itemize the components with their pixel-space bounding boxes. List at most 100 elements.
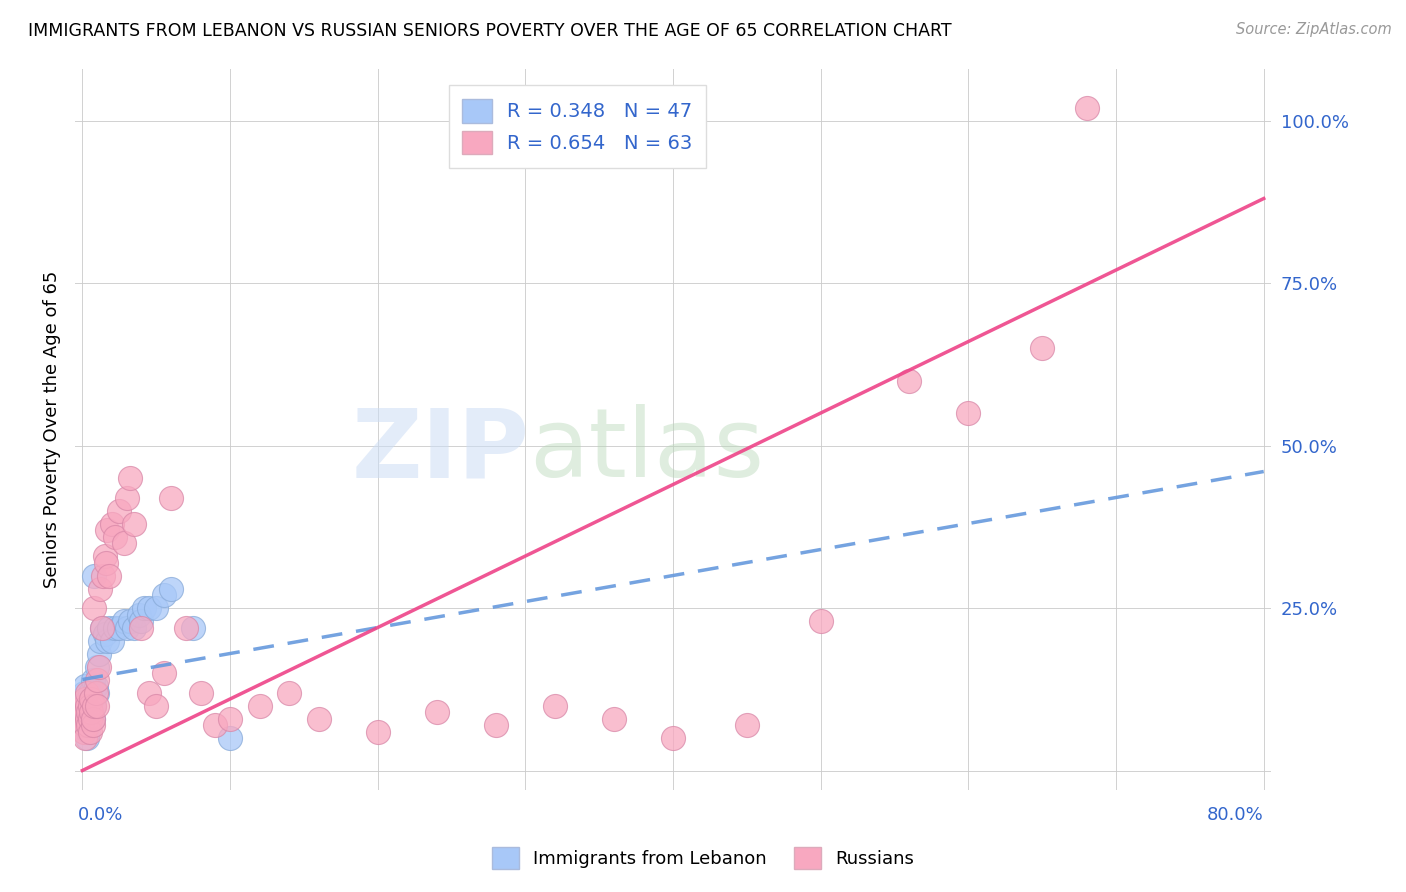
Point	[145, 601, 167, 615]
Point	[219, 731, 242, 745]
Point	[181, 620, 204, 634]
Point	[160, 582, 183, 596]
Point	[308, 712, 330, 726]
Point	[1031, 341, 1053, 355]
Point	[86, 698, 108, 713]
Point	[131, 614, 153, 628]
Point	[76, 712, 98, 726]
Point	[160, 491, 183, 505]
Point	[79, 724, 101, 739]
Point	[87, 647, 110, 661]
Point	[77, 724, 100, 739]
Point	[128, 607, 150, 622]
Point	[89, 633, 111, 648]
Point	[190, 685, 212, 699]
Point	[79, 698, 101, 713]
Point	[80, 705, 103, 719]
Point	[810, 614, 832, 628]
Text: 80.0%: 80.0%	[1206, 806, 1264, 824]
Point	[90, 620, 112, 634]
Text: ZIP: ZIP	[352, 404, 530, 498]
Point	[426, 705, 449, 719]
Point	[75, 705, 97, 719]
Point	[112, 614, 135, 628]
Text: atlas: atlas	[530, 404, 765, 498]
Point	[96, 523, 118, 537]
Point	[1076, 101, 1098, 115]
Point	[75, 679, 97, 693]
Point	[82, 712, 104, 726]
Point	[82, 712, 104, 726]
Point	[544, 698, 567, 713]
Point	[80, 692, 103, 706]
Legend: R = 0.348   N = 47, R = 0.654   N = 63: R = 0.348 N = 47, R = 0.654 N = 63	[449, 86, 706, 168]
Point	[735, 718, 758, 732]
Point	[75, 692, 97, 706]
Point	[80, 692, 103, 706]
Point	[79, 712, 101, 726]
Point	[219, 712, 242, 726]
Point	[367, 724, 389, 739]
Point	[94, 556, 117, 570]
Point	[93, 627, 115, 641]
Point	[79, 698, 101, 713]
Point	[485, 718, 508, 732]
Point	[104, 529, 127, 543]
Point	[112, 536, 135, 550]
Point	[73, 712, 96, 726]
Point	[77, 705, 100, 719]
Point	[662, 731, 685, 745]
Text: IMMIGRANTS FROM LEBANON VS RUSSIAN SENIORS POVERTY OVER THE AGE OF 65 CORRELATIO: IMMIGRANTS FROM LEBANON VS RUSSIAN SENIO…	[28, 22, 952, 40]
Point	[77, 705, 100, 719]
Point	[204, 718, 226, 732]
Point	[86, 685, 108, 699]
Point	[75, 718, 97, 732]
Text: 0.0%: 0.0%	[77, 806, 124, 824]
Point	[122, 620, 145, 634]
Point	[152, 588, 174, 602]
Point	[152, 665, 174, 680]
Point	[75, 731, 97, 745]
Point	[145, 698, 167, 713]
Point	[86, 673, 108, 687]
Point	[77, 718, 100, 732]
Point	[96, 633, 118, 648]
Point	[108, 620, 131, 634]
Point	[76, 685, 98, 699]
Point	[83, 601, 105, 615]
Point	[89, 582, 111, 596]
Point	[134, 601, 156, 615]
Point	[76, 712, 98, 726]
Point	[76, 731, 98, 745]
Point	[82, 673, 104, 687]
Point	[83, 698, 105, 713]
Point	[76, 698, 98, 713]
Point	[118, 614, 141, 628]
Point	[138, 601, 160, 615]
Point	[75, 705, 97, 719]
Point	[84, 685, 107, 699]
Point	[115, 491, 138, 505]
Point	[278, 685, 301, 699]
Point	[75, 718, 97, 732]
Point	[898, 374, 921, 388]
Point	[108, 503, 131, 517]
Point	[118, 471, 141, 485]
Point	[73, 724, 96, 739]
Point	[90, 620, 112, 634]
Text: Source: ZipAtlas.com: Source: ZipAtlas.com	[1236, 22, 1392, 37]
Point	[101, 516, 124, 531]
Point	[104, 620, 127, 634]
Point	[77, 692, 100, 706]
Legend: Immigrants from Lebanon, Russians: Immigrants from Lebanon, Russians	[482, 838, 924, 879]
Point	[75, 692, 97, 706]
Point	[73, 698, 96, 713]
Point	[76, 698, 98, 713]
Point	[138, 685, 160, 699]
Point	[131, 620, 153, 634]
Point	[957, 406, 980, 420]
Point	[86, 659, 108, 673]
Y-axis label: Seniors Poverty Over the Age of 65: Seniors Poverty Over the Age of 65	[44, 270, 60, 588]
Point	[98, 620, 121, 634]
Point	[87, 659, 110, 673]
